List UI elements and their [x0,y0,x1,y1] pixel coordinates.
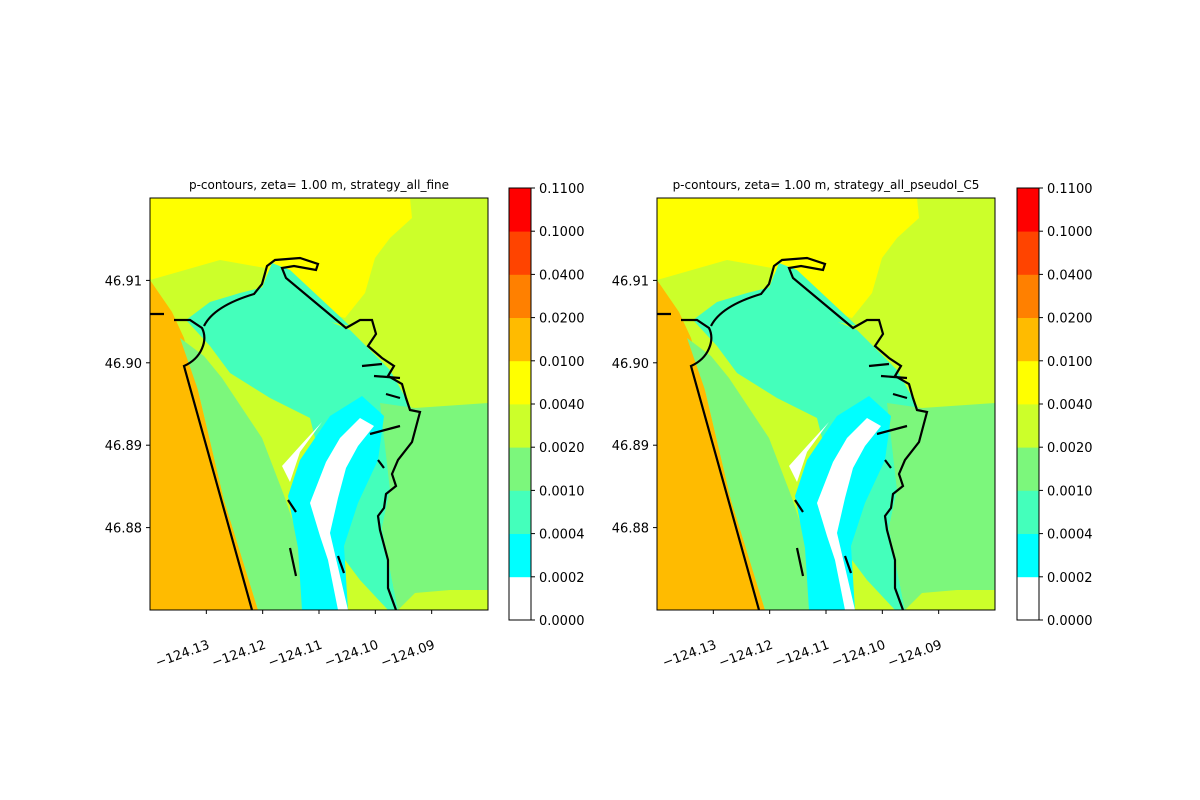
colorbar-tick-label: 0.0020 [539,441,585,456]
colorbar-tick-label: 0.0200 [539,312,585,327]
colorbar-band [509,404,531,448]
colorbar-tick-label: 0.0010 [539,484,585,499]
p-contour-field [657,198,995,610]
colorbar-band [1017,404,1039,448]
panel-2: p-contours, zeta= 1.00 m, strategy_all_p… [612,178,1093,671]
colorbar-band [1017,274,1039,318]
x-tick-label: −124.12 [210,638,268,671]
colorbar-band [509,317,531,362]
y-tick-label: 46.88 [612,522,649,537]
colorbar-tick-label: 0.0002 [539,571,585,586]
p-contour-field [150,198,488,610]
y-tick-label: 46.89 [105,439,142,454]
colorbar-tick-label: 0.0010 [1047,484,1093,499]
colorbar-band [1017,188,1039,232]
x-tick-label: −124.13 [661,638,719,671]
colorbar-tick-label: 0.0040 [539,398,585,413]
y-tick-label: 46.91 [105,274,142,289]
x-tick-label: −124.12 [717,638,775,671]
colorbar-band [509,231,531,275]
colorbar-band [509,274,531,318]
colorbar-band [1017,447,1039,491]
colorbar-tick-label: 0.0100 [1047,355,1093,370]
colorbar-tick-label: 0.0004 [539,528,585,543]
colorbar-band [1017,317,1039,362]
x-tick-label: −124.10 [830,638,888,671]
colorbar-band [1017,576,1039,621]
colorbar: 0.0000 0.0002 0.0004 0.0010 0.0020 0.0040 0.01… [1016,182,1093,629]
chart-title: p-contours, zeta= 1.00 m, strategy_all_p… [673,178,980,192]
y-tick-label: 46.90 [105,357,142,372]
y-tick-label: 46.89 [612,439,649,454]
colorbar-band [509,188,531,232]
colorbar-tick-label: 0.1000 [539,225,585,240]
colorbar-band [1017,490,1039,534]
x-tick-label: −124.13 [154,638,212,671]
colorbar-tick-label: 0.0400 [539,268,585,283]
chart-title: p-contours, zeta= 1.00 m, strategy_all_f… [189,178,449,192]
colorbar-band [509,490,531,534]
colorbar-tick-label: 0.1100 [1047,182,1093,197]
colorbar-tick-label: 0.1100 [539,182,585,197]
y-tick-label: 46.90 [612,357,649,372]
x-tick-label: −124.11 [266,638,324,671]
colorbar-band [509,576,531,621]
colorbar-band [1017,231,1039,275]
colorbar-band [1017,360,1039,405]
colorbar-tick-label: 0.0200 [1047,312,1093,327]
chart-panels: p-contours, zeta= 1.00 m, strategy_all_f… [105,178,1093,671]
y-tick-label: 46.88 [105,522,142,537]
colorbar: 0.0000 0.0002 0.0004 0.0010 0.0020 0.0040 0.01… [508,182,585,629]
colorbar-tick-label: 0.1000 [1047,225,1093,240]
x-tick-label: −124.10 [323,638,381,671]
colorbar-tick-label: 0.0400 [1047,268,1093,283]
colorbar-tick-label: 0.0000 [1047,614,1093,629]
colorbar-tick-label: 0.0040 [1047,398,1093,413]
colorbar-tick-label: 0.0004 [1047,528,1093,543]
colorbar-band [509,447,531,491]
x-tick-label: −124.09 [379,638,437,671]
y-tick-label: 46.91 [612,274,649,289]
colorbar-band [509,360,531,405]
colorbar-band [1017,533,1039,578]
x-tick-label: −124.11 [773,638,831,671]
colorbar-tick-label: 0.0100 [539,355,585,370]
colorbar-tick-label: 0.0020 [1047,441,1093,456]
colorbar-band [509,533,531,578]
colorbar-tick-label: 0.0000 [539,614,585,629]
panel-1: p-contours, zeta= 1.00 m, strategy_all_f… [105,178,585,671]
colorbar-tick-label: 0.0002 [1047,571,1093,586]
x-tick-label: −124.09 [886,638,944,671]
